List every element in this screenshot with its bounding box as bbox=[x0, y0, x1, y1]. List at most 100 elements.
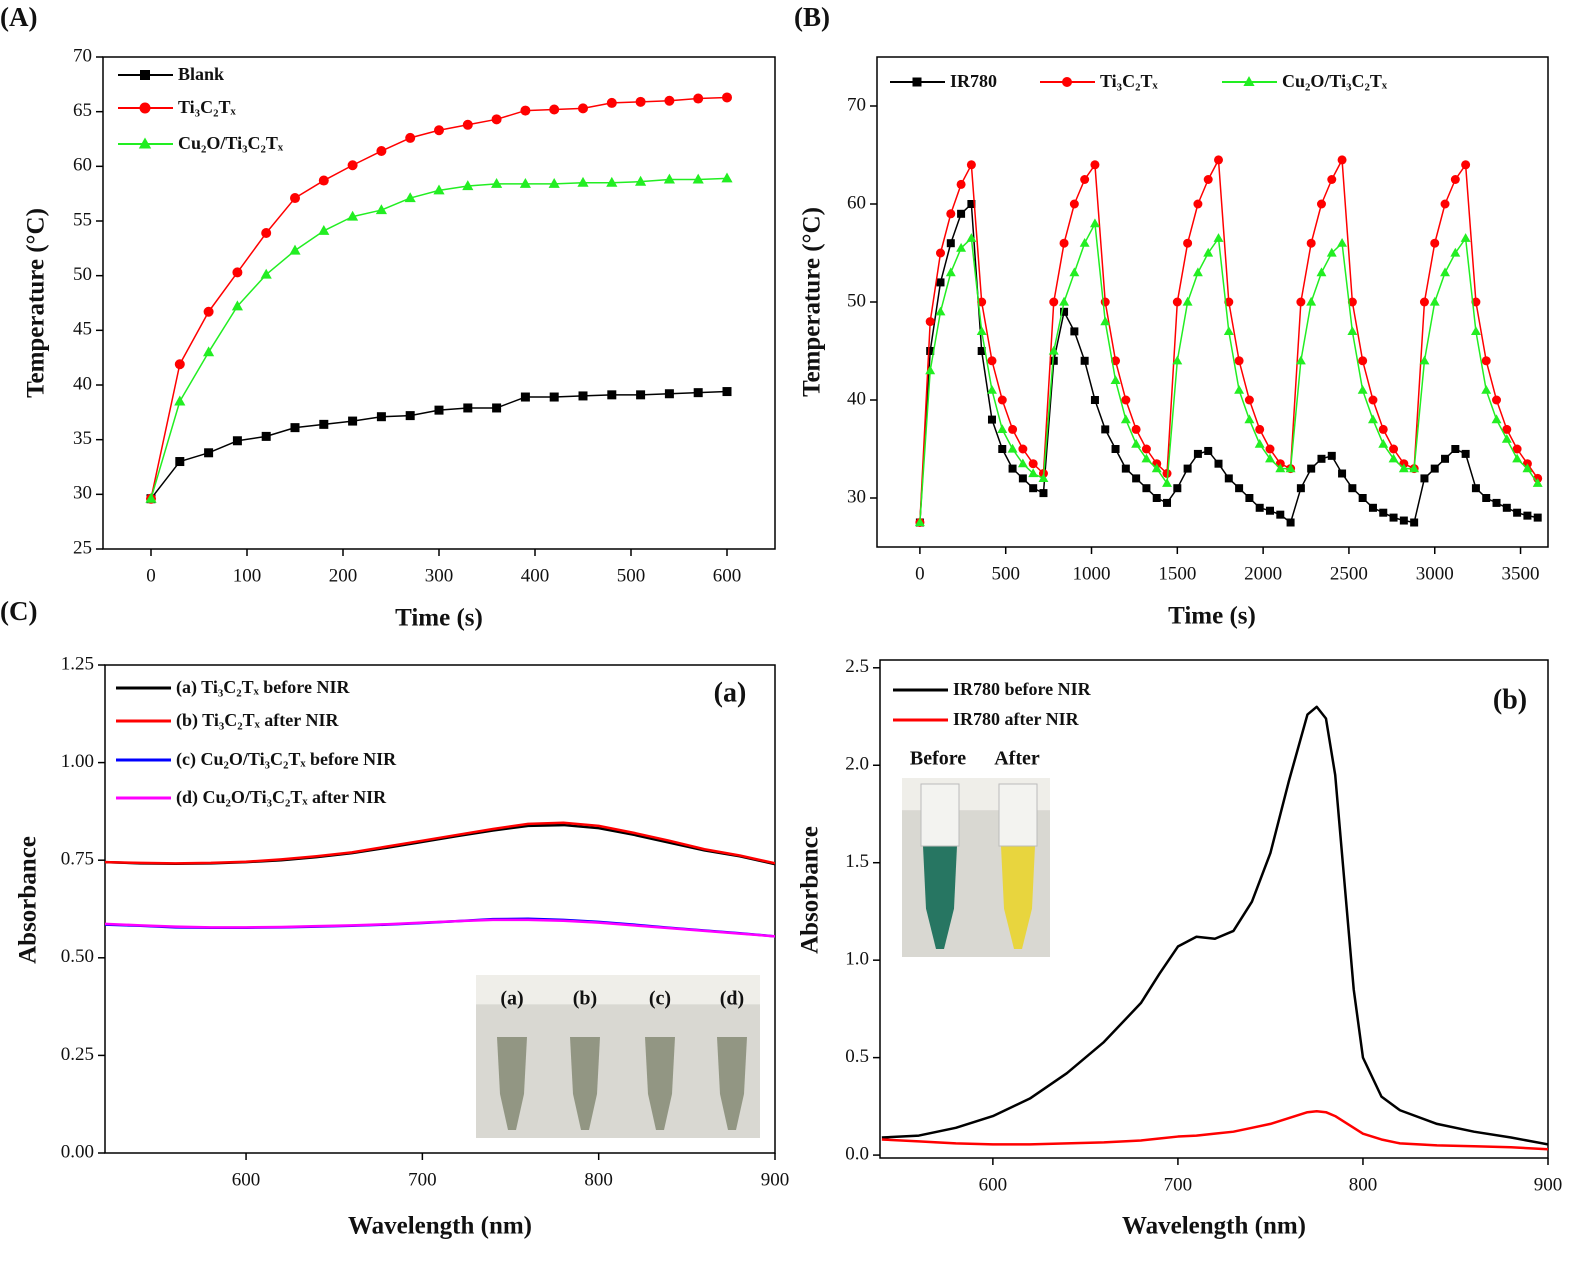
marker bbox=[1245, 494, 1254, 502]
y-tick-label: 1.00 bbox=[61, 751, 94, 772]
marker bbox=[1470, 326, 1481, 335]
marker bbox=[549, 392, 559, 402]
marker bbox=[1388, 453, 1399, 463]
marker bbox=[1079, 238, 1090, 247]
x-tick-label: 1500 bbox=[1158, 563, 1196, 584]
marker bbox=[1429, 296, 1440, 306]
marker bbox=[1193, 199, 1203, 209]
marker bbox=[1275, 463, 1286, 473]
marker bbox=[1203, 247, 1214, 257]
marker bbox=[926, 347, 935, 355]
marker bbox=[1358, 356, 1368, 366]
marker bbox=[491, 177, 503, 188]
x-tick-label: 200 bbox=[329, 565, 358, 586]
marker bbox=[1440, 199, 1450, 209]
y-tick-label: 0.0 bbox=[845, 1143, 869, 1164]
marker bbox=[966, 233, 977, 242]
y-axis-label: Absorbance bbox=[15, 836, 42, 964]
marker bbox=[1347, 297, 1357, 307]
inset-label: (b) bbox=[573, 988, 597, 1010]
marker bbox=[1203, 175, 1213, 184]
marker bbox=[1326, 247, 1337, 257]
marker bbox=[175, 457, 185, 467]
marker bbox=[232, 436, 242, 446]
inset-label: (c) bbox=[649, 988, 671, 1010]
marker bbox=[1450, 175, 1460, 184]
marker bbox=[956, 179, 966, 189]
marker bbox=[1183, 464, 1192, 473]
marker bbox=[1100, 316, 1111, 326]
marker bbox=[1121, 395, 1131, 405]
marker bbox=[1502, 424, 1512, 434]
x-tick-label: 600 bbox=[713, 565, 742, 586]
marker bbox=[1398, 463, 1409, 473]
marker bbox=[1070, 327, 1079, 336]
marker bbox=[261, 431, 271, 441]
marker bbox=[1049, 356, 1058, 365]
marker bbox=[376, 146, 387, 157]
marker bbox=[1461, 449, 1470, 458]
marker bbox=[289, 244, 301, 255]
marker bbox=[1450, 247, 1461, 257]
marker bbox=[261, 228, 272, 239]
panel-label: (B) bbox=[794, 2, 830, 32]
marker bbox=[318, 175, 329, 186]
legend-entry: IR780 before NIR bbox=[893, 679, 1092, 699]
legend-marker bbox=[139, 102, 151, 114]
data-layer bbox=[105, 821, 775, 938]
marker bbox=[998, 445, 1007, 453]
marker bbox=[174, 359, 185, 370]
legend-label: (b) Ti₃C₂Tₓ after NIR bbox=[176, 710, 339, 731]
marker bbox=[1482, 494, 1491, 502]
legend-marker bbox=[912, 77, 922, 87]
marker bbox=[519, 177, 531, 188]
marker bbox=[1513, 508, 1522, 517]
marker bbox=[664, 389, 674, 399]
marker bbox=[1492, 395, 1502, 405]
marker bbox=[1357, 385, 1368, 394]
marker bbox=[1378, 424, 1388, 434]
marker bbox=[606, 176, 618, 187]
marker bbox=[935, 248, 945, 258]
marker bbox=[925, 317, 935, 327]
marker bbox=[1347, 326, 1358, 335]
legend-label: IR780 bbox=[950, 71, 997, 91]
y-tick-label: 1.0 bbox=[845, 949, 869, 970]
marker bbox=[1028, 459, 1038, 469]
marker bbox=[1523, 511, 1532, 520]
data-layer bbox=[145, 92, 733, 504]
marker bbox=[1111, 445, 1120, 453]
inset-label: (d) bbox=[720, 988, 744, 1010]
marker bbox=[1214, 459, 1223, 468]
marker bbox=[1244, 395, 1254, 405]
marker bbox=[925, 365, 936, 375]
marker bbox=[145, 492, 157, 503]
x-tick-label: 0 bbox=[146, 565, 156, 586]
marker bbox=[434, 125, 444, 136]
marker bbox=[1172, 297, 1182, 307]
marker bbox=[1017, 458, 1028, 468]
marker bbox=[1419, 355, 1430, 365]
marker bbox=[1512, 444, 1522, 454]
marker bbox=[1234, 356, 1244, 366]
marker bbox=[1080, 175, 1090, 184]
marker bbox=[997, 424, 1008, 433]
marker bbox=[1069, 267, 1080, 277]
marker bbox=[1141, 444, 1151, 454]
legend-label: (a) Ti₃C₂Tₓ before NIR bbox=[176, 677, 350, 698]
marker bbox=[1255, 424, 1265, 434]
marker bbox=[1028, 468, 1039, 478]
marker bbox=[987, 385, 997, 394]
legend-label: Ti₃C₂Tₓ bbox=[178, 97, 236, 117]
y-tick-label: 40 bbox=[73, 373, 92, 394]
marker bbox=[375, 204, 387, 215]
marker bbox=[1430, 238, 1440, 248]
x-axis-label: Wavelength (nm) bbox=[1122, 1213, 1306, 1240]
marker bbox=[1348, 484, 1357, 493]
panel: 0 500 1000 1500 2000 2500 3000 3500 30 40 50 60 70 Ti… bbox=[794, 2, 1549, 630]
marker bbox=[1379, 508, 1388, 517]
legend-entry: (a) Ti₃C₂Tₓ before NIR bbox=[116, 677, 350, 698]
panel: 600 700 800 900 0.0 0.5 1.0 1.5 2.0 2.5 Wavelength… bbox=[797, 656, 1563, 1240]
y-tick-label: 0.25 bbox=[61, 1044, 94, 1065]
